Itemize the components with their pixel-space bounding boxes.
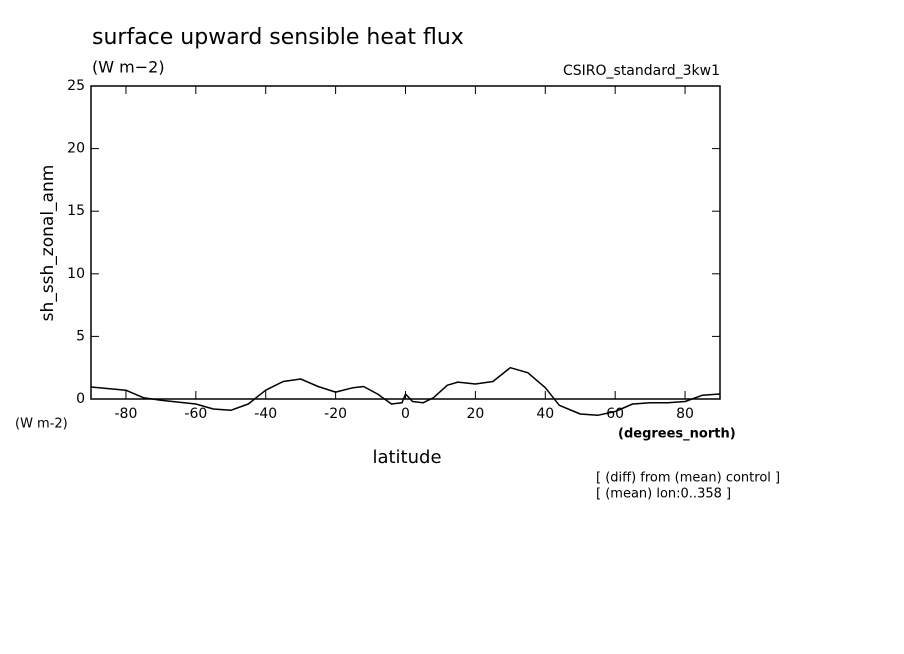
y-tick-label: 15 [67,203,85,219]
x-tick-label: -20 [324,406,347,422]
x-tick-label: 20 [466,406,484,422]
x-units: (degrees_north) [618,427,736,442]
y-tick-label: 10 [67,266,85,282]
x-tick-label: 40 [536,406,554,422]
note: [ (diff) from (mean) control ] [596,471,780,486]
y-axis-label: sh_ssh_zonal_anm [38,165,58,322]
x-tick-label: 0 [401,406,410,422]
x-tick-label: -80 [115,406,138,422]
y-tick-label: 0 [76,391,85,407]
x-tick-label: -60 [184,406,207,422]
data-line [90,366,721,417]
x-axis-label: latitude [372,447,441,468]
subtitle: CSIRO_standard_3kw1 [563,63,720,79]
x-tick-label: 80 [676,406,694,422]
x-tick-label: -40 [254,406,277,422]
plot-frame [90,85,721,400]
y-tick-label: 25 [67,78,85,94]
y-tick-label: 5 [76,328,85,344]
units: (W m−2) [92,58,165,77]
note: [ (mean) lon:0..358 ] [596,487,731,502]
y-units: (W m-2) [15,417,68,432]
chart-title: surface upward sensible heat flux [92,25,464,50]
y-tick-label: 20 [67,141,85,157]
